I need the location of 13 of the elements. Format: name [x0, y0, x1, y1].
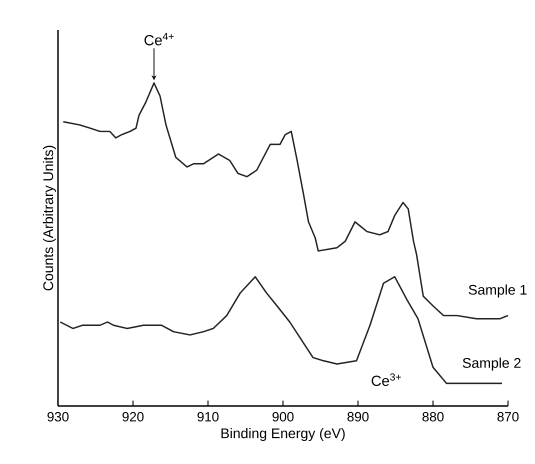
annotation: Ce$^{3+}$ — [372, 373, 401, 386]
x-tick-label: 890 — [347, 412, 369, 422]
x-tick-label: 900 — [272, 412, 294, 422]
x-tick-label: 880 — [422, 412, 444, 422]
x-axis-title: Binding Energy (eV) — [222, 428, 345, 442]
x-tick-label: 910 — [198, 412, 219, 422]
series-label: Sample 1 — [468, 284, 527, 298]
series-label: Sample 2 — [462, 358, 521, 371]
x-tick-label: 930 — [48, 412, 69, 422]
y-axis-title: Counts (Arbitrary Units) — [42, 146, 56, 290]
x-tick-label: 870 — [497, 412, 519, 422]
annotation: Ce$^{4+}$ — [144, 32, 174, 46]
x-tick-label: 920 — [122, 412, 144, 422]
